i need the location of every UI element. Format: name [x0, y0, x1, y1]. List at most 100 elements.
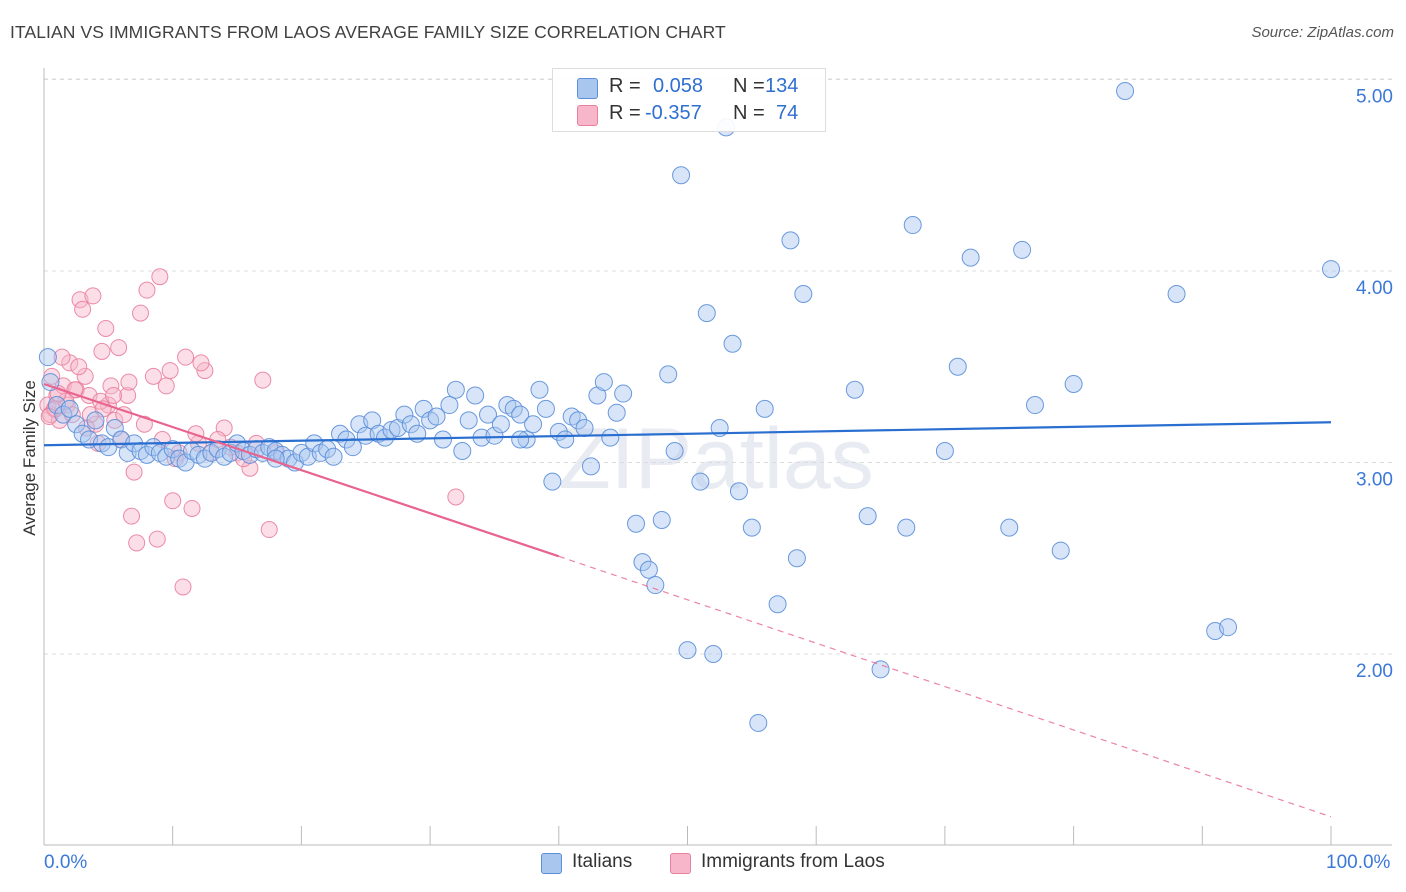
data-point	[691, 472, 710, 491]
data-point	[556, 430, 575, 449]
data-point	[858, 507, 877, 526]
data-point	[768, 595, 787, 614]
data-point	[569, 411, 588, 430]
legend-r-value: -0.357	[645, 102, 702, 124]
data-point	[53, 348, 71, 366]
data-point	[575, 419, 594, 438]
data-point	[60, 399, 79, 418]
data-point	[511, 405, 530, 424]
data-point	[125, 463, 143, 481]
data-point	[935, 442, 954, 461]
data-point	[128, 534, 146, 552]
data-point	[115, 406, 133, 424]
x-tick-label-max: 100.0%	[1326, 852, 1391, 873]
data-point	[491, 415, 510, 434]
data-point	[196, 362, 214, 380]
data-point	[105, 419, 124, 438]
data-point	[1051, 541, 1070, 560]
data-point	[1219, 618, 1238, 637]
data-point	[447, 488, 465, 506]
data-point	[76, 367, 94, 385]
data-point	[144, 367, 162, 385]
gridlines	[44, 78, 1392, 655]
data-point	[672, 166, 691, 185]
y-tick-label: 4.00	[1356, 278, 1393, 299]
data-point	[787, 549, 806, 568]
watermark: ZIPatlas	[558, 411, 873, 507]
data-point	[607, 403, 626, 422]
chart-title: ITALIAN VS IMMIGRANTS FROM LAOS AVERAGE …	[10, 22, 726, 42]
data-point	[652, 510, 671, 529]
series-immigrants-from-laos	[39, 268, 465, 596]
data-point	[148, 530, 166, 548]
data-point	[38, 348, 57, 367]
data-point	[755, 399, 774, 418]
data-point	[440, 396, 459, 415]
y-tick-label: 3.00	[1356, 470, 1393, 491]
y-tick-labels: 2.00 3.00 4.00 5.00	[1356, 87, 1393, 683]
data-point	[41, 373, 60, 392]
data-point	[104, 386, 122, 404]
data-point	[781, 231, 800, 250]
data-point	[192, 354, 210, 372]
trend-line-italians	[43, 421, 1332, 447]
data-point	[697, 304, 716, 323]
data-point	[84, 287, 102, 305]
data-point	[433, 430, 452, 449]
trend-line-laos	[43, 382, 560, 558]
data-point	[1025, 396, 1044, 415]
data-point	[86, 411, 105, 430]
data-point	[845, 380, 864, 399]
data-point	[427, 407, 446, 426]
y-tick-label: 5.00	[1356, 87, 1393, 108]
y-tick-label: 2.00	[1356, 661, 1393, 682]
data-point	[633, 553, 652, 572]
data-point	[1322, 260, 1340, 279]
data-point	[395, 405, 414, 424]
data-point	[729, 482, 748, 501]
legend-swatch-pink	[670, 853, 691, 874]
data-point	[871, 660, 890, 679]
data-point	[627, 514, 646, 533]
legend-swatch-pink	[577, 105, 598, 126]
data-point	[524, 415, 543, 434]
data-point	[161, 362, 179, 380]
data-point	[742, 518, 761, 537]
data-point	[704, 645, 723, 663]
data-point	[601, 428, 620, 447]
data-point	[453, 442, 472, 461]
data-point	[678, 641, 697, 660]
data-point	[903, 216, 922, 235]
data-point	[119, 386, 137, 404]
data-point	[177, 348, 195, 366]
legend-n-value: 134	[765, 75, 799, 97]
legend-swatch-blue	[541, 853, 562, 874]
data-point	[138, 281, 156, 299]
data-point	[123, 507, 141, 525]
legend-r-value: 0.058	[653, 75, 704, 97]
data-point	[466, 386, 485, 405]
data-point	[1116, 81, 1135, 100]
data-point	[401, 415, 420, 434]
data-point	[723, 334, 742, 353]
data-point	[110, 339, 128, 357]
data-point	[93, 342, 111, 360]
data-point	[479, 405, 498, 424]
data-point	[749, 713, 768, 732]
data-point	[646, 576, 665, 595]
data-point	[106, 411, 124, 429]
data-point	[1167, 284, 1186, 303]
data-point	[485, 426, 504, 445]
series-italians	[38, 81, 1340, 732]
data-point	[517, 430, 536, 449]
data-point	[324, 447, 343, 466]
legend-r-label: R =	[609, 75, 641, 97]
data-point	[581, 457, 600, 476]
data-point	[536, 399, 555, 418]
data-point	[376, 428, 395, 447]
data-point	[183, 499, 201, 517]
data-point	[794, 284, 813, 303]
data-point	[1013, 240, 1032, 259]
data-point	[97, 319, 115, 337]
